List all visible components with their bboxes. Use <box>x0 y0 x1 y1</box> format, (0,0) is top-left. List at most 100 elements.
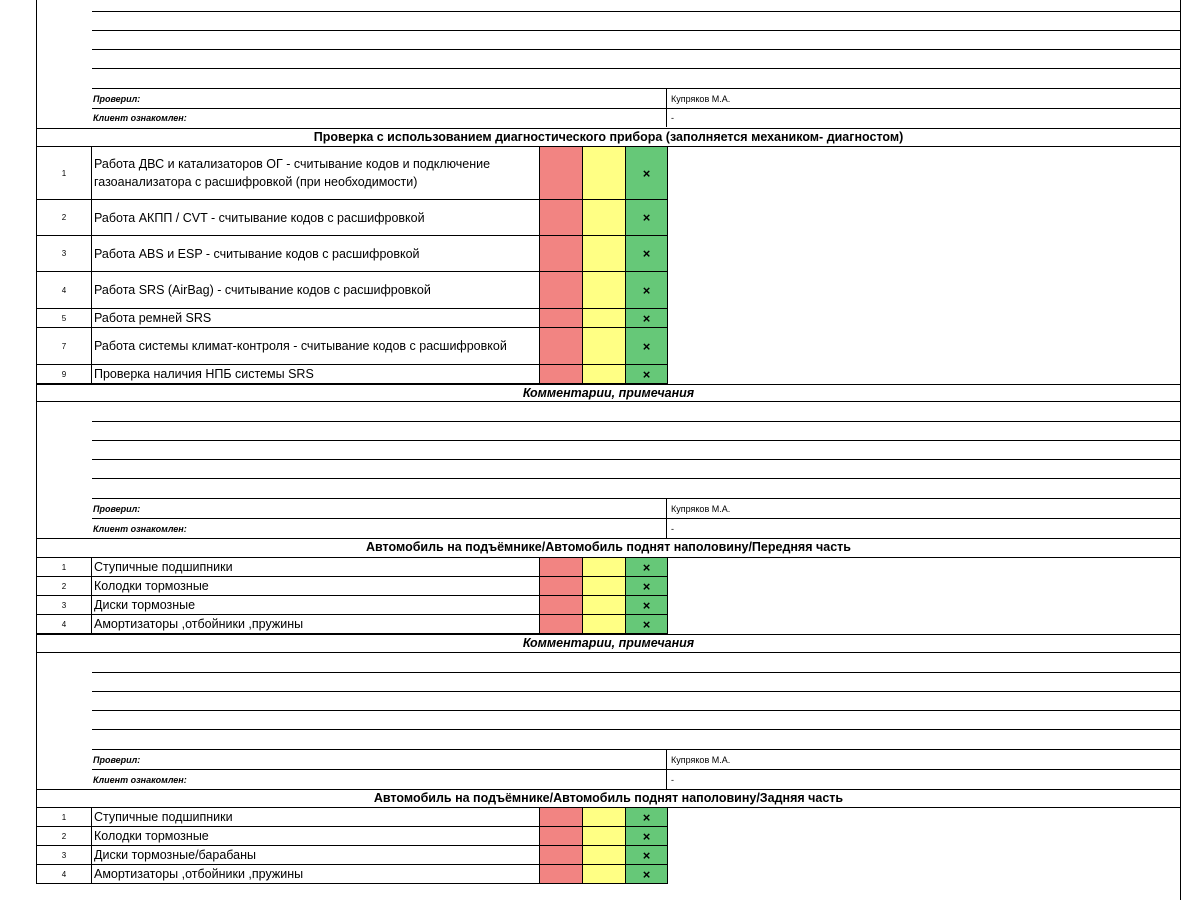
status-red-cell[interactable] <box>539 200 582 236</box>
section-title-rear: Автомобиль на подъёмнике/Автомобиль подн… <box>36 789 1181 808</box>
blank-line <box>92 49 1181 50</box>
status-red-cell[interactable] <box>539 147 582 200</box>
signature-client-row: Клиент ознакомлен: - <box>92 519 1181 538</box>
status-green-cell-check-mark[interactable]: × <box>625 596 668 615</box>
status-yellow-cell[interactable] <box>582 846 625 865</box>
status-red-cell[interactable] <box>539 808 582 827</box>
checked-label: Проверил: <box>93 503 141 514</box>
status-green-cell-check-mark[interactable]: × <box>625 328 668 365</box>
blank-line <box>92 710 1181 711</box>
status-yellow-cell[interactable] <box>582 615 625 634</box>
row-number: 2 <box>36 200 91 236</box>
status-red-cell[interactable] <box>539 827 582 846</box>
row-number: 2 <box>36 577 91 596</box>
row-label: Амортизаторы ,отбойники ,пружины <box>91 615 539 634</box>
client-value[interactable]: - <box>666 519 1181 538</box>
status-green-cell-check-mark[interactable]: × <box>625 846 668 865</box>
row-number: 4 <box>36 615 91 634</box>
status-yellow-cell[interactable] <box>582 827 625 846</box>
status-green-cell-check-mark[interactable]: × <box>625 272 668 309</box>
status-red-cell[interactable] <box>539 596 582 615</box>
status-green-cell-check-mark[interactable]: × <box>625 309 668 328</box>
blank-line <box>92 729 1181 730</box>
status-green-cell-check-mark[interactable]: × <box>625 808 668 827</box>
row-label: Работа ABS и ESP - считывание кодов с ра… <box>91 236 539 272</box>
status-yellow-cell[interactable] <box>582 365 625 384</box>
row-number: 1 <box>36 808 91 827</box>
signature-checked-row: Проверил: Купряков М.А. <box>92 750 1181 770</box>
status-yellow-cell[interactable] <box>582 236 625 272</box>
status-yellow-cell[interactable] <box>582 309 625 328</box>
row-number: 1 <box>36 147 91 200</box>
row-number: 3 <box>36 596 91 615</box>
status-green-cell-check-mark[interactable]: × <box>625 558 668 577</box>
row-number: 7 <box>36 328 91 365</box>
checklist-row: 9 Проверка наличия НПБ системы SRS × <box>36 365 1181 384</box>
row-number: 2 <box>36 827 91 846</box>
checklist-row: 4 Амортизаторы ,отбойники ,пружины × <box>36 615 1181 634</box>
blank-line <box>92 68 1181 69</box>
status-red-cell[interactable] <box>539 236 582 272</box>
status-yellow-cell[interactable] <box>582 328 625 365</box>
status-yellow-cell[interactable] <box>582 272 625 309</box>
status-red-cell[interactable] <box>539 328 582 365</box>
client-label: Клиент ознакомлен: <box>93 774 187 785</box>
section-title-diagnostic: Проверка с использованием диагностическо… <box>36 128 1181 147</box>
checked-value[interactable]: Купряков М.А. <box>666 499 1181 518</box>
row-number: 3 <box>36 236 91 272</box>
row-label: Колодки тормозные <box>91 827 539 846</box>
checklist-row: 3 Диски тормозные/барабаны × <box>36 846 1181 865</box>
status-red-cell[interactable] <box>539 272 582 309</box>
status-yellow-cell[interactable] <box>582 147 625 200</box>
comments-header: Комментарии, примечания <box>36 634 1181 653</box>
status-green-cell-check-mark[interactable]: × <box>625 615 668 634</box>
blank-line <box>92 459 1181 460</box>
status-yellow-cell[interactable] <box>582 808 625 827</box>
row-label: Амортизаторы ,отбойники ,пружины <box>91 865 539 884</box>
client-value[interactable]: - <box>666 109 1181 127</box>
row-label: Проверка наличия НПБ системы SRS <box>91 365 539 384</box>
status-yellow-cell[interactable] <box>582 596 625 615</box>
checklist-row: 4 Работа SRS (AirBag) - считывание кодов… <box>36 272 1181 309</box>
status-red-cell[interactable] <box>539 577 582 596</box>
checklist-row: 5 Работа ремней SRS × <box>36 309 1181 328</box>
left-border <box>36 402 37 539</box>
status-green-cell-check-mark[interactable]: × <box>625 365 668 384</box>
blank-line <box>92 478 1181 479</box>
row-number: 4 <box>36 272 91 309</box>
comments-header: Комментарии, примечания <box>36 384 1181 402</box>
status-yellow-cell[interactable] <box>582 577 625 596</box>
status-green-cell-check-mark[interactable]: × <box>625 865 668 884</box>
status-green-cell-check-mark[interactable]: × <box>625 236 668 272</box>
blank-line <box>92 691 1181 692</box>
status-green-cell-check-mark[interactable]: × <box>625 577 668 596</box>
blank-line <box>92 672 1181 673</box>
status-yellow-cell[interactable] <box>582 865 625 884</box>
checklist-row: 3 Диски тормозные × <box>36 596 1181 615</box>
status-yellow-cell[interactable] <box>582 558 625 577</box>
client-label: Клиент ознакомлен: <box>93 113 187 123</box>
checked-value[interactable]: Купряков М.А. <box>666 750 1181 769</box>
status-red-cell[interactable] <box>539 865 582 884</box>
row-number: 5 <box>36 309 91 328</box>
checklist-row: 3 Работа ABS и ESP - считывание кодов с … <box>36 236 1181 272</box>
row-label: Работа SRS (AirBag) - считывание кодов с… <box>91 272 539 309</box>
blank-line <box>92 498 1181 499</box>
status-red-cell[interactable] <box>539 309 582 328</box>
client-value[interactable]: - <box>666 770 1181 789</box>
status-red-cell[interactable] <box>539 846 582 865</box>
status-red-cell[interactable] <box>539 558 582 577</box>
checked-label: Проверил: <box>93 93 141 104</box>
status-green-cell-check-mark[interactable]: × <box>625 147 668 200</box>
checklist-row: 4 Амортизаторы ,отбойники ,пружины × <box>36 865 1181 884</box>
status-red-cell[interactable] <box>539 615 582 634</box>
status-green-cell-check-mark[interactable]: × <box>625 827 668 846</box>
left-border <box>36 0 37 130</box>
blank-line <box>92 88 1181 89</box>
status-red-cell[interactable] <box>539 365 582 384</box>
left-border <box>36 653 37 789</box>
client-label: Клиент ознакомлен: <box>93 523 187 534</box>
status-yellow-cell[interactable] <box>582 200 625 236</box>
status-green-cell-check-mark[interactable]: × <box>625 200 668 236</box>
checked-value[interactable]: Купряков М.А. <box>666 89 1181 108</box>
